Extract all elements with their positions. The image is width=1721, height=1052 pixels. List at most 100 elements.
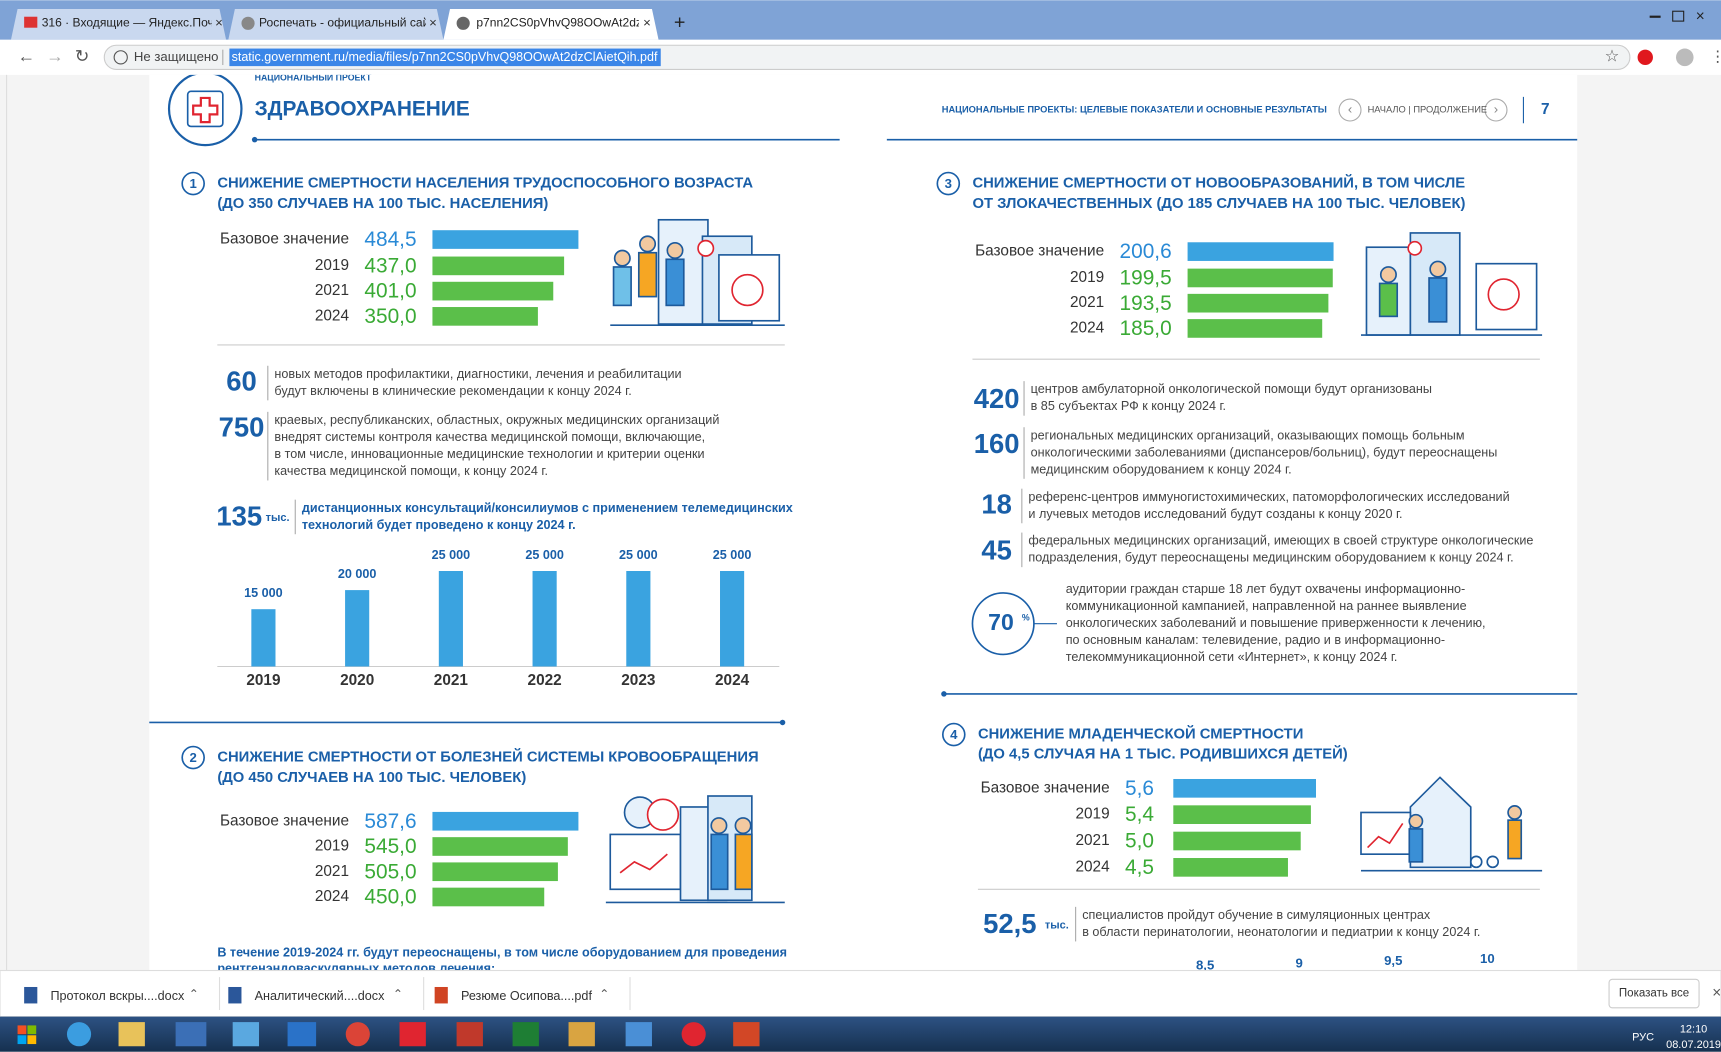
fact-number: 160 xyxy=(974,428,1020,459)
bar-value: 199,5 xyxy=(1120,267,1172,290)
fact-number: 70 xyxy=(988,609,1014,635)
tab-icon xyxy=(24,17,37,28)
extension-icon[interactable] xyxy=(1638,50,1653,65)
fact-unit: % xyxy=(1022,613,1030,623)
screen: × × × + × ← → ↻ ☆ ⋮ ‹ › xyxy=(0,0,1721,1052)
fact-text: специалистов пройдут обучение в симуляци… xyxy=(1082,908,1431,922)
bar xyxy=(432,837,567,856)
tab-close[interactable]: × xyxy=(429,15,437,30)
section-title: СНИЖЕНИЕ СМЕРТНОСТИ НАСЕЛЕНИЯ ТРУДОСПОСО… xyxy=(217,175,753,191)
fact-text: по основным каналам: телевидение, радио … xyxy=(1066,633,1445,647)
reload-button[interactable]: ↻ xyxy=(75,46,90,66)
fact-unit: тыс. xyxy=(1045,919,1069,931)
menu-button[interactable]: ⋮ xyxy=(1710,48,1721,65)
fact-text: референс-центров иммуногистохимических, … xyxy=(1028,490,1509,504)
download-name[interactable]: Аналитический....docx xyxy=(255,989,385,1003)
fact-text: качества медицинской помощи, к концу 202… xyxy=(274,464,548,478)
download-icon xyxy=(24,987,37,1003)
bar-label: 2024 xyxy=(315,307,350,324)
fact-unit: тыс. xyxy=(266,512,290,524)
divider-dot xyxy=(941,691,946,696)
bar-value: 5,4 xyxy=(1125,803,1154,826)
language[interactable]: РУС xyxy=(1632,1031,1654,1043)
forward-button[interactable]: → xyxy=(46,46,64,66)
bar-label: 2024 xyxy=(1075,858,1110,875)
minimize[interactable] xyxy=(1650,16,1661,18)
download-icon xyxy=(228,987,241,1003)
show-all[interactable]: Показать все xyxy=(1619,988,1689,1000)
tab-close[interactable]: × xyxy=(643,15,651,30)
download-icon xyxy=(435,987,448,1003)
bar xyxy=(432,812,578,831)
fact-text: центров амбулаторной онкологической помо… xyxy=(1031,382,1432,396)
fact-text: дистанционных консультаций/консилиумов с… xyxy=(302,501,793,515)
divider-dot xyxy=(252,137,257,142)
bar-label: 2019 xyxy=(1075,806,1109,823)
x-tick-label: 2019 xyxy=(246,672,280,689)
column-label: 25 000 xyxy=(525,548,564,562)
fact-text: онкологическими заболеваниями (диспансер… xyxy=(1031,445,1498,459)
fact-text: телекоммуникационной сети «Интернет», к … xyxy=(1066,650,1398,664)
bar-label: Базовое значение xyxy=(981,779,1110,796)
section-title: (ДО 4,5 СЛУЧАЯ НА 1 ТЫС. РОДИВШИХСЯ ДЕТЕ… xyxy=(978,745,1348,763)
column xyxy=(345,590,369,666)
fact-text: новых методов профилактики, диагностики,… xyxy=(274,367,681,381)
clock-time[interactable]: 12:10 xyxy=(1680,1024,1707,1036)
download-name[interactable]: Протокол вскры....docx xyxy=(50,989,185,1003)
profile-icon[interactable] xyxy=(1676,49,1694,67)
close-window[interactable]: × xyxy=(1696,8,1705,25)
bar-label: 2021 xyxy=(1070,294,1104,311)
fact-text: федеральных медицинских организаций, име… xyxy=(1028,534,1533,548)
new-tab[interactable]: + xyxy=(674,12,686,34)
bar xyxy=(1188,294,1329,313)
bar-value: 350,0 xyxy=(364,305,416,328)
close-downloads[interactable]: × xyxy=(1712,985,1721,1002)
bar xyxy=(1173,805,1311,824)
x-tick-label: 2024 xyxy=(715,672,750,689)
fact-text: региональных медицинских организаций, ок… xyxy=(1031,428,1465,442)
fact-number: 52,5 xyxy=(983,908,1036,939)
bar xyxy=(432,230,578,249)
download-menu[interactable]: ⌃ xyxy=(393,987,403,1001)
fact-text: в области перинатологии, неонатологии и … xyxy=(1082,925,1480,939)
section-title: СНИЖЕНИЕ СМЕРТНОСТИ ОТ БОЛЕЗНЕЙ СИСТЕМЫ … xyxy=(217,747,758,765)
fact-text: коммуникационной кампанией, направленной… xyxy=(1066,599,1467,613)
bar-label: 2024 xyxy=(315,888,350,905)
bar xyxy=(1188,319,1323,338)
bar-value: 484,5 xyxy=(364,228,416,251)
nav[interactable]: НАЧАЛО | ПРОДОЛЖЕНИЕ xyxy=(1368,104,1488,114)
section-title: СНИЖЕНИЕ МЛАДЕНЧЕСКОЙ СМЕРТНОСТИ xyxy=(978,724,1303,742)
bar-label: Базовое значение xyxy=(220,231,349,248)
clock-date[interactable]: 08.07.2019 xyxy=(1666,1039,1721,1051)
x-tick-label: 2022 xyxy=(528,672,562,689)
fact-text: внедрят системы контроля качества медици… xyxy=(274,430,705,444)
download-menu[interactable]: ⌃ xyxy=(599,987,609,1001)
bar-label: Базовое значение xyxy=(975,243,1104,260)
tab-icon xyxy=(241,17,254,30)
tab-title[interactable]: 316 · Входящие — Яндекс.Почта xyxy=(42,15,227,29)
section-title: (ДО 450 СЛУЧАЕВ НА 100 ТЫС. ЧЕЛОВЕК) xyxy=(217,770,526,786)
tab-close[interactable]: × xyxy=(215,15,223,30)
tab-title[interactable]: Роспечать - официальный сайт xyxy=(259,15,435,29)
fact-number: 750 xyxy=(219,412,265,443)
doc-title: ЗДРАВООХРАНЕНИЕ xyxy=(255,98,470,121)
bar xyxy=(1188,269,1333,288)
back-button[interactable]: ← xyxy=(18,46,36,66)
partial-label: 10 xyxy=(1480,951,1495,966)
bar-value: 545,0 xyxy=(364,835,416,858)
fact-text: подразделения, будут переоснащены медици… xyxy=(1028,551,1513,565)
bar-label: 2019 xyxy=(315,257,349,274)
bookmark-star[interactable]: ☆ xyxy=(1605,48,1620,66)
bar xyxy=(1173,832,1300,851)
section-title: (ДО 350 СЛУЧАЕВ НА 100 ТЫС. НАСЕЛЕНИЯ) xyxy=(217,196,548,212)
download-name[interactable]: Резюме Осипова....pdf xyxy=(461,989,592,1003)
download-menu[interactable]: ⌃ xyxy=(189,987,199,1001)
nav-next-arrow: › xyxy=(1494,102,1498,117)
bar-label: 2019 xyxy=(315,838,349,855)
column xyxy=(626,571,650,666)
fact-text: в 85 субъектах РФ к концу 2024 г. xyxy=(1031,399,1226,413)
x-tick-label: 2020 xyxy=(340,672,374,689)
column-label: 25 000 xyxy=(713,548,752,562)
column xyxy=(533,571,557,666)
bar xyxy=(432,282,553,301)
